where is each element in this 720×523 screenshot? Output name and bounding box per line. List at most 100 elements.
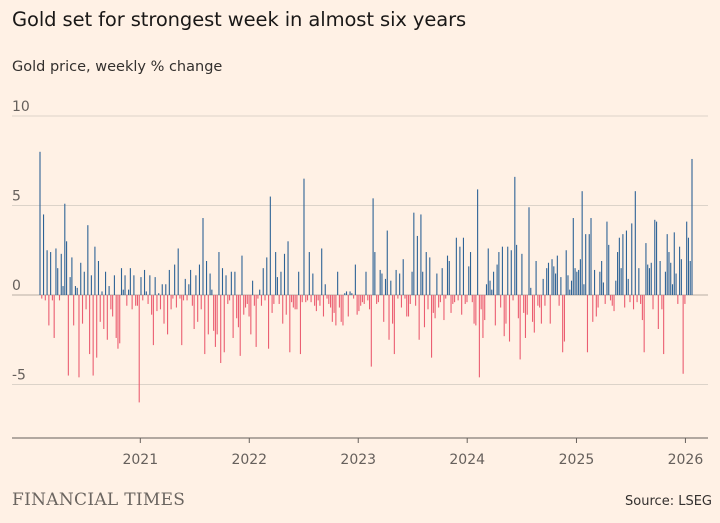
bar xyxy=(570,280,573,295)
bar xyxy=(411,271,413,295)
bar xyxy=(172,295,174,299)
bar xyxy=(39,151,41,295)
bar xyxy=(292,295,294,308)
bar xyxy=(133,275,135,295)
bar xyxy=(586,295,589,353)
bar xyxy=(436,273,438,295)
bar xyxy=(620,268,622,295)
bar xyxy=(48,295,50,326)
bar xyxy=(163,295,165,324)
bar xyxy=(207,295,209,335)
bar xyxy=(443,295,445,321)
bar xyxy=(257,295,259,299)
bar xyxy=(202,218,204,295)
bar xyxy=(115,295,117,338)
bar xyxy=(654,219,656,295)
bar xyxy=(99,295,101,322)
bar xyxy=(640,295,642,304)
source-note: Source: LSEG xyxy=(625,494,712,509)
bar xyxy=(287,241,289,295)
bar xyxy=(459,246,461,295)
bar xyxy=(429,257,431,295)
bar xyxy=(659,260,661,295)
bar xyxy=(388,295,390,340)
bar xyxy=(354,264,356,295)
bar xyxy=(175,295,177,308)
bar xyxy=(493,271,495,295)
bar xyxy=(271,295,273,313)
bar xyxy=(666,234,668,295)
bar xyxy=(94,246,96,295)
bar xyxy=(400,295,402,308)
bar xyxy=(276,277,278,295)
bar xyxy=(393,295,395,355)
bar xyxy=(182,295,185,301)
bar xyxy=(512,295,514,301)
bar xyxy=(618,237,620,295)
bar xyxy=(129,268,131,295)
bar xyxy=(687,237,690,295)
bar xyxy=(392,295,394,324)
bar xyxy=(682,295,684,374)
bar xyxy=(232,295,234,338)
bar xyxy=(572,218,574,295)
bar xyxy=(260,295,263,306)
bar xyxy=(631,223,633,295)
bar xyxy=(434,295,436,319)
bar xyxy=(677,295,679,304)
bar xyxy=(289,295,291,353)
bar xyxy=(457,295,459,301)
y-tick-label: 0 xyxy=(12,278,21,294)
bar xyxy=(376,295,378,304)
bar xyxy=(275,252,277,295)
bar xyxy=(547,262,550,295)
bar xyxy=(569,289,571,295)
bar xyxy=(578,269,580,295)
bar xyxy=(438,295,440,308)
bar xyxy=(285,295,287,315)
bar xyxy=(445,295,447,299)
bar xyxy=(636,295,638,303)
bar xyxy=(69,277,71,295)
bar xyxy=(314,295,316,306)
bar xyxy=(608,244,610,295)
bar xyxy=(418,295,420,340)
bar xyxy=(629,295,631,303)
bar xyxy=(177,248,179,295)
bar xyxy=(76,287,78,295)
bar xyxy=(269,196,271,295)
bar xyxy=(229,295,231,301)
bar xyxy=(500,295,502,308)
bar xyxy=(360,295,362,306)
bar xyxy=(560,277,562,295)
bar xyxy=(244,295,247,308)
bar xyxy=(594,269,596,295)
bar xyxy=(609,295,612,301)
bar xyxy=(322,295,325,317)
bar xyxy=(204,295,206,355)
bar xyxy=(406,295,408,317)
bar xyxy=(138,295,140,403)
bar xyxy=(120,268,123,295)
bar xyxy=(140,277,142,295)
x-tick-label: 2023 xyxy=(340,452,376,468)
bar xyxy=(632,295,635,310)
x-tick-label: 2022 xyxy=(231,452,267,468)
bar xyxy=(590,218,592,295)
bar xyxy=(431,295,433,358)
bar xyxy=(353,295,355,299)
bar xyxy=(686,221,688,295)
bar xyxy=(64,203,66,295)
bar xyxy=(299,295,301,355)
gridlines xyxy=(12,115,708,385)
bar xyxy=(55,248,57,295)
bar xyxy=(266,257,268,295)
bar xyxy=(450,295,452,313)
bar xyxy=(230,271,232,295)
bar xyxy=(583,284,585,295)
bar xyxy=(601,260,603,295)
bar xyxy=(409,295,411,304)
bar xyxy=(165,284,167,295)
x-tick-label: 2021 xyxy=(122,452,158,468)
bar xyxy=(345,291,348,295)
